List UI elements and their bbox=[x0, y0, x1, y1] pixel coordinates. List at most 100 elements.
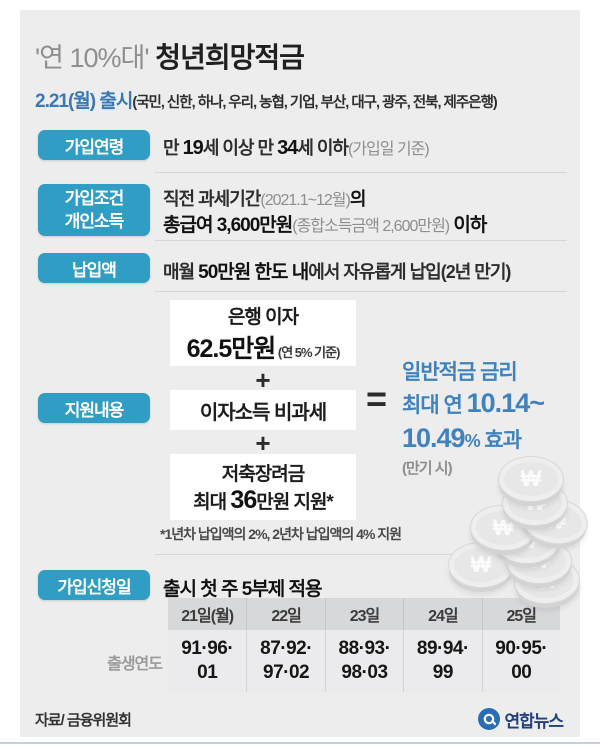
badge-application-label: 가입신청일 bbox=[57, 577, 131, 597]
table-header-cell: 22일 bbox=[246, 598, 325, 630]
age-num-min: 19 bbox=[182, 137, 204, 159]
savings-incentive-amount-line: 최대 36만원 지원* bbox=[170, 486, 356, 515]
press-logo: 연합뉴스 bbox=[478, 707, 564, 732]
deposit-seg: 에서 자유롭게 납입(2년 만기) bbox=[308, 262, 511, 282]
birth-years-line: 98·03 bbox=[341, 662, 388, 683]
birth-years-line: 90·95· bbox=[495, 638, 548, 659]
bank-interest-value: 62.5만원 bbox=[186, 334, 277, 363]
divider bbox=[155, 554, 567, 555]
birth-years-line: 88·93· bbox=[338, 638, 391, 659]
bank-interest-amount-line: 62.5만원 (연 5% 기준) bbox=[170, 329, 356, 365]
table-header-row: 21일(월) 22일 23일 24일 25일 bbox=[168, 598, 560, 630]
age-num-max: 34 bbox=[277, 137, 298, 159]
deposit-text: 매월 50만원 한도 내에서 자유롭게 납입(2년 만기) bbox=[163, 257, 511, 284]
launch-date: 2.21(월) 출시 bbox=[35, 91, 133, 112]
won-symbol: ₩ bbox=[470, 552, 492, 577]
bank-interest-note: (연 5% 기준) bbox=[275, 344, 341, 360]
badge-join-age: 가입연령 bbox=[38, 130, 150, 160]
age-seg: 세 이상 만 bbox=[202, 138, 278, 158]
age-text: 만 19세 이상 만 34세 이하(가입일 기준) bbox=[163, 134, 430, 160]
income-seg: 직전 과세기간 bbox=[163, 189, 261, 209]
title-quote: '연 10%대' bbox=[35, 43, 150, 73]
result-rate-high: 10.49 bbox=[402, 423, 466, 453]
divider bbox=[155, 291, 567, 292]
age-seg: 만 bbox=[163, 138, 183, 158]
table-header-cell: 24일 bbox=[403, 598, 482, 630]
won-symbol: ₩ bbox=[520, 466, 542, 491]
table-cell: 91·96· 01 bbox=[168, 630, 247, 692]
result-seg: 효과 bbox=[479, 429, 522, 452]
deposit-seg: 매월 bbox=[163, 262, 199, 282]
savings-incentive-value: 36 bbox=[230, 486, 257, 514]
birth-years-line: 91·96· bbox=[181, 638, 234, 659]
savings-incentive-seg: 최대 bbox=[193, 492, 231, 513]
footer: 자료/ 금융위원회 연합뉴스 bbox=[35, 706, 564, 732]
bottom-accent-line bbox=[0, 742, 600, 744]
page-title: '연 10%대' 청년희망적금 bbox=[35, 36, 305, 76]
application-schedule-table: 21일(월) 22일 23일 24일 25일 91·96· 01 87·92· … bbox=[168, 598, 560, 692]
incentive-footnote: *1년차 납입액의 2%, 2년차 납입액의 4% 지원 bbox=[160, 526, 402, 542]
table-cell: 88·93· 98·03 bbox=[324, 630, 404, 692]
table-header-cell: 21일(월) bbox=[168, 598, 247, 630]
badge-income-line1: 가입조건 bbox=[64, 189, 125, 208]
result-line1: 일반적금 금리 bbox=[402, 361, 518, 384]
table-cell: 90·95· 00 bbox=[481, 630, 560, 692]
result-rate-low: 10.14~ bbox=[466, 388, 545, 418]
income-period-note: (2021.1~12월) bbox=[260, 192, 350, 209]
result-line2: 최대 연 10.14~ bbox=[402, 387, 545, 422]
table-header-cell: 23일 bbox=[324, 598, 404, 630]
birth-year-row-label: 출생연도 bbox=[107, 656, 163, 673]
launch-subtitle: 2.21(월) 출시(국민, 신한, 하나, 우리, 농협, 기업, 부산, 대… bbox=[35, 86, 498, 113]
infographic-card: '연 10%대' 청년희망적금 2.21(월) 출시(국민, 신한, 하나, 우… bbox=[20, 10, 591, 737]
badge-application-date: 가입신청일 bbox=[38, 570, 150, 600]
divider bbox=[155, 240, 567, 241]
badge-deposit-amount: 납입액 bbox=[38, 253, 150, 283]
badge-benefit: 지원내용 bbox=[38, 393, 150, 423]
income-seg: 의 bbox=[349, 189, 367, 209]
title-main: 청년희망적금 bbox=[148, 42, 305, 73]
launch-banks: (국민, 신한, 하나, 우리, 농협, 기업, 부산, 대구, 광주, 전북,… bbox=[132, 95, 497, 111]
bank-interest-title: 은행 이자 bbox=[227, 306, 299, 328]
savings-incentive-seg: 만원 지원* bbox=[256, 492, 334, 513]
deposit-cap: 50만원 한도 내 bbox=[198, 262, 309, 283]
badge-income-line2: 개인소득 bbox=[64, 212, 125, 231]
yonhap-logo-icon bbox=[478, 708, 501, 730]
savings-incentive-title: 저축장려금 bbox=[221, 464, 305, 485]
data-source-label: 자료/ 금융위원회 bbox=[35, 711, 132, 729]
table-cell: 87·92· 97·02 bbox=[246, 630, 325, 692]
birth-years-line: 89·94· bbox=[416, 638, 469, 659]
application-rule-text: 출시 첫 주 5부제 적용 bbox=[163, 579, 323, 600]
plus-sign: + bbox=[255, 428, 271, 458]
result-percent-sign: % bbox=[464, 431, 481, 451]
income-line1: 직전 과세기간(2021.1~12월)의 bbox=[163, 185, 367, 211]
plus-sign: + bbox=[255, 365, 271, 395]
birth-years-line: 99 bbox=[432, 662, 454, 683]
birth-years-line: 97·02 bbox=[263, 662, 310, 683]
press-name: 연합뉴스 bbox=[504, 711, 564, 731]
birth-years-line: 00 bbox=[511, 662, 532, 683]
age-basis-note: (가입일 기준) bbox=[348, 141, 430, 158]
income-line2: 총급여 3,600만원(종합소득금액 2,600만원) 이하 bbox=[163, 210, 487, 237]
table-cell: 89·94· 99 bbox=[403, 630, 482, 692]
result-maturity-note: (만기 시) bbox=[402, 460, 453, 477]
tax-exempt-box: 이자소득 비과세 bbox=[170, 390, 356, 430]
won-coin-icon: ₩ bbox=[498, 456, 564, 502]
birth-years-line: 87·92· bbox=[260, 638, 313, 659]
badge-join-age-label: 가입연령 bbox=[64, 137, 125, 157]
birth-years-line: 01 bbox=[197, 662, 218, 683]
divider bbox=[155, 172, 567, 173]
result-seg: 최대 연 bbox=[402, 394, 467, 417]
age-seg: 세 이하 bbox=[297, 138, 349, 158]
equals-sign: = bbox=[366, 378, 388, 419]
table-body-row: 91·96· 01 87·92· 97·02 88·93· 98·03 89·9… bbox=[168, 630, 560, 692]
income-seg: 이하 bbox=[449, 215, 487, 236]
result-line3: 10.49% 효과 bbox=[402, 422, 544, 457]
income-composite-note: (종합소득금액 2,600만원) bbox=[292, 218, 450, 235]
badge-deposit-label: 납입액 bbox=[72, 260, 117, 280]
bank-interest-box: 은행 이자 62.5만원 (연 5% 기준) bbox=[170, 300, 356, 366]
tax-exempt-label: 이자소득 비과세 bbox=[199, 401, 327, 424]
badge-income-condition: 가입조건 개인소득 bbox=[38, 184, 150, 236]
badge-benefit-label: 지원내용 bbox=[64, 400, 125, 420]
result-block: 일반적금 금리 최대 연 10.14~ 10.49% 효과 (만기 시) bbox=[402, 358, 545, 481]
